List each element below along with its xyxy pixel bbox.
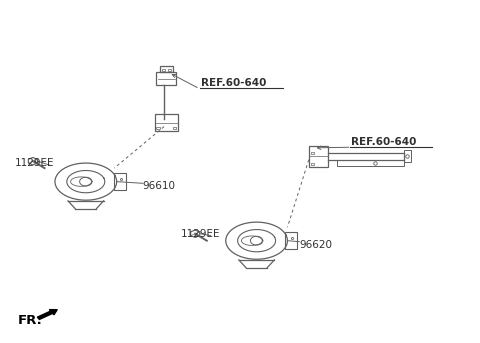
Text: 96620: 96620 [300, 240, 332, 250]
Bar [160, 66, 173, 72]
Bar [311, 152, 314, 154]
Bar [156, 72, 177, 85]
Text: 1129EE: 1129EE [14, 158, 54, 168]
Bar [173, 127, 177, 129]
Bar [311, 163, 314, 165]
Bar [404, 150, 411, 162]
FancyArrow shape [37, 310, 57, 319]
Bar [156, 127, 160, 129]
Text: REF.60-640: REF.60-640 [351, 137, 417, 146]
Bar [155, 115, 179, 131]
Bar [168, 69, 171, 71]
Text: REF.60-640: REF.60-640 [201, 78, 266, 88]
Bar [162, 69, 165, 71]
Bar [337, 160, 404, 166]
Bar [285, 232, 297, 249]
Bar [309, 146, 328, 167]
Text: 96610: 96610 [143, 181, 176, 191]
Text: FR.: FR. [18, 314, 43, 327]
Bar [114, 173, 126, 190]
Text: 1129EE: 1129EE [180, 228, 220, 239]
